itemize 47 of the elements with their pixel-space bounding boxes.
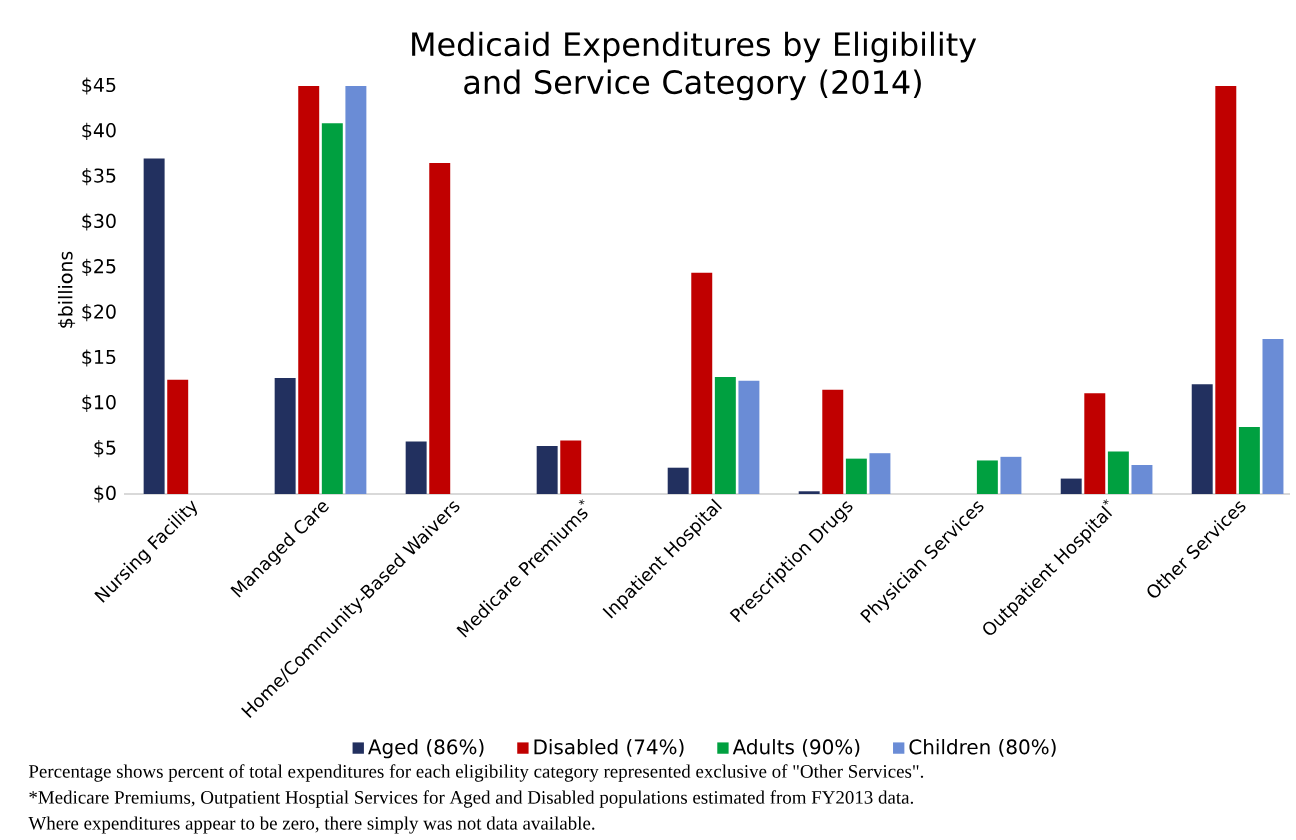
- chart-title: Medicaid Expenditures by Eligibility and Service Category (2014): [412, 31, 977, 101]
- bar: [714, 377, 736, 494]
- bar: [845, 458, 867, 494]
- bar: [822, 389, 844, 494]
- bar: [560, 440, 582, 494]
- bar: [429, 163, 451, 494]
- legend-label: Disabled (74%): [534, 739, 684, 757]
- bar: [167, 379, 189, 494]
- y-tick-label: $15: [82, 349, 116, 367]
- bar: [869, 453, 891, 494]
- bar: [1215, 85, 1237, 494]
- bar: [1000, 456, 1022, 494]
- legend-label: Adults (90%): [732, 739, 860, 757]
- bar: [691, 272, 713, 494]
- y-tick-label: $45: [82, 77, 116, 95]
- y-tick-label: $20: [82, 304, 116, 322]
- y-tick-label: $5: [94, 440, 116, 458]
- bar: [321, 123, 343, 494]
- y-tick-label: $10: [82, 394, 116, 412]
- bar: [298, 85, 320, 494]
- text: *Medicare Premiums, Outpatient Hosptial Services for Aged and Disabled populations estimated from FY2013 data.: [29, 790, 914, 808]
- bar: [405, 441, 427, 494]
- bar: [274, 377, 296, 494]
- bar: [143, 158, 165, 494]
- bar: [798, 491, 820, 494]
- y-tick-label: $40: [82, 122, 116, 140]
- bar: [1060, 478, 1082, 494]
- bar: [1238, 426, 1260, 494]
- bar: [1191, 384, 1213, 494]
- text: Percentage shows percent of total expenditures for each eligibility category represented exclusive of "Other Services".: [28, 764, 924, 782]
- y-axis-title: $billions: [57, 251, 76, 328]
- bar: [667, 467, 689, 494]
- bar: [536, 445, 558, 494]
- bar: [1107, 451, 1129, 494]
- text: Where expenditures appear to be zero, there simply was not data available.: [28, 816, 595, 834]
- y-tick-label: $35: [82, 168, 116, 186]
- legend-label: Aged (86%): [368, 739, 484, 759]
- bar: [738, 380, 760, 494]
- y-tick-label: $25: [82, 258, 116, 276]
- y-tick-label: $0: [94, 485, 116, 503]
- bar: [976, 460, 998, 494]
- bar: [345, 85, 367, 494]
- bar: [1084, 393, 1106, 494]
- bar: [1262, 338, 1284, 494]
- y-tick-label: $30: [82, 213, 116, 231]
- bar: [1131, 464, 1153, 494]
- legend-label: Children (80%): [909, 739, 1056, 757]
